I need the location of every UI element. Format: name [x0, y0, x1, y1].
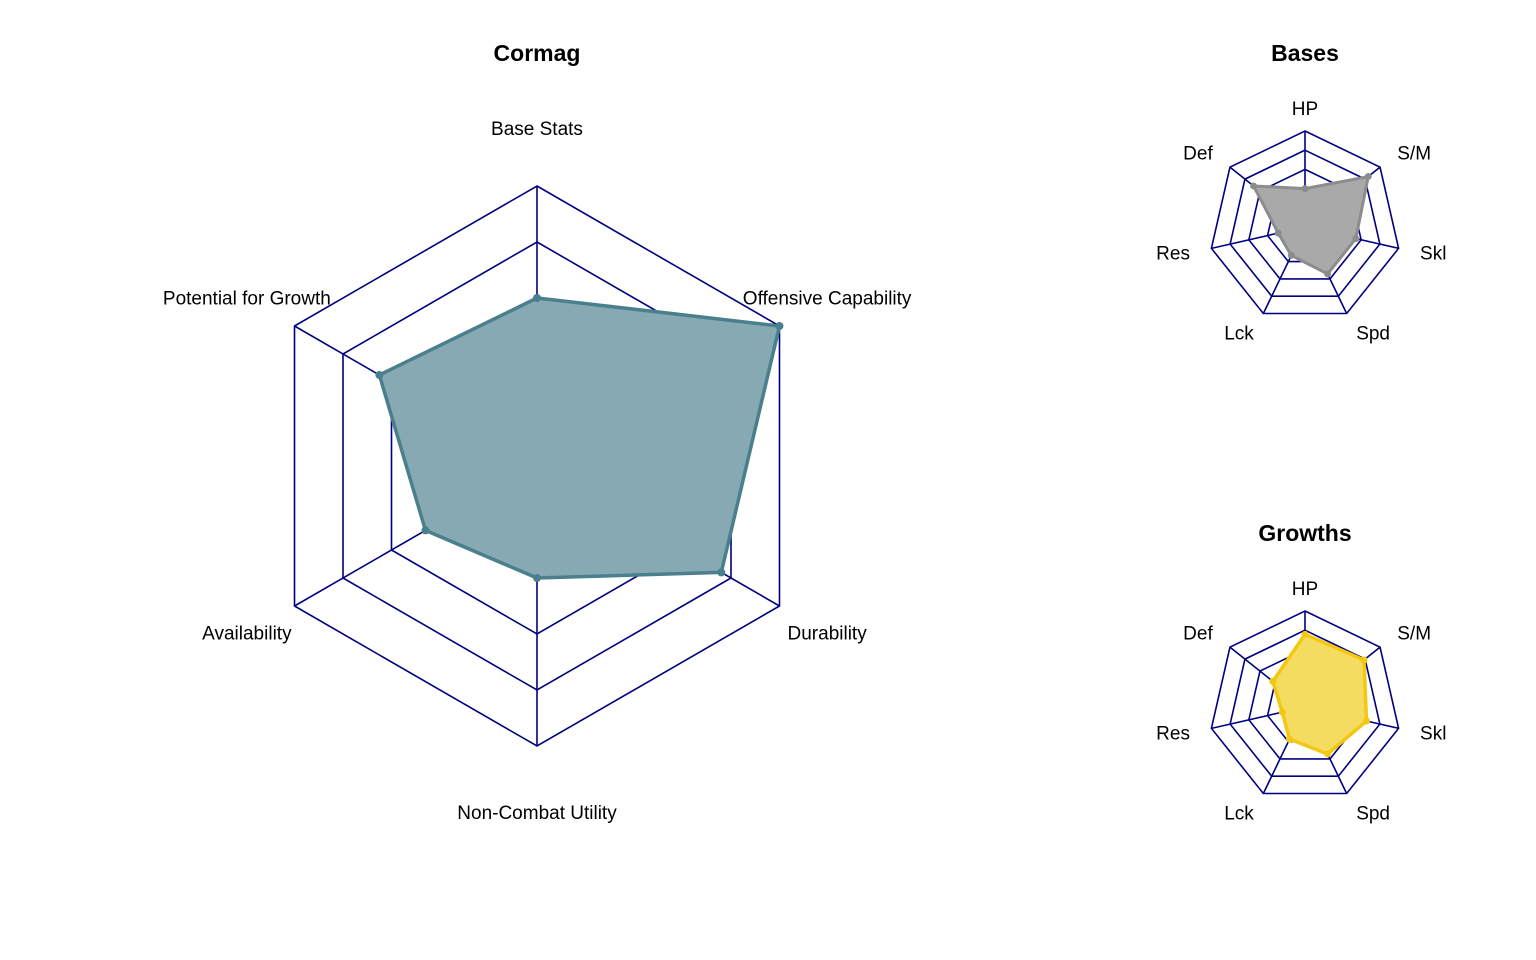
grid-ring-4	[1229, 149, 1381, 297]
data-point-res	[1274, 229, 1282, 237]
data-point-availability	[421, 526, 430, 535]
chart-title: Cormag	[494, 40, 581, 66]
data-layer	[375, 294, 784, 582]
data-point-hp	[1301, 630, 1309, 638]
data-point-non-combat-utility	[533, 574, 541, 582]
chart-title: Bases	[1271, 40, 1339, 66]
label-layer: HP S/M Skl Spd Lck Res Def	[1156, 99, 1446, 344]
data-point-hp	[1301, 185, 1309, 193]
data-layer	[1269, 630, 1371, 758]
grid-ring-4	[1229, 629, 1381, 777]
axis-label-non-combat-utility: Non-Combat Utility	[457, 803, 617, 824]
axis-label-lck: Lck	[1224, 803, 1254, 824]
label-layer: HP S/M Skl Spd Lck Res Def	[1156, 579, 1446, 824]
data-point-skl	[1352, 235, 1360, 243]
data-point-offensive-capability	[775, 322, 784, 330]
axis-label-s-m: S/M	[1397, 623, 1431, 644]
axis-label-res: Res	[1156, 723, 1190, 744]
data-point-s-m	[1360, 656, 1368, 664]
axis-label-lck: Lck	[1224, 323, 1254, 344]
axis-label-skl: Skl	[1420, 723, 1446, 744]
cormag-radar-chart: Cormag Base Stats Offensive Capability Dur…	[163, 40, 912, 824]
axis-label-def: Def	[1183, 623, 1213, 644]
axis-label-durability: Durability	[788, 624, 868, 645]
bases-radar-chart: Bases HP S/M Skl Spd Lck Res Def	[1156, 40, 1446, 344]
growths-radar-chart: Growths HP S/M Skl Spd Lck Res Def	[1156, 520, 1446, 824]
data-layer	[1250, 173, 1372, 278]
axis-label-potential-for-growth: Potential for Growth	[163, 289, 331, 310]
grid-ring-5	[1210, 610, 1400, 795]
axis-label-res: Res	[1156, 243, 1190, 264]
axis-label-def: Def	[1183, 143, 1213, 164]
chart-title: Growths	[1258, 520, 1351, 546]
grid-ring-5	[1210, 130, 1400, 315]
axis-label-spd: Spd	[1356, 803, 1390, 824]
data-point-def	[1250, 182, 1258, 190]
data-point-res	[1278, 708, 1286, 716]
axis-label-offensive-capability: Offensive Capability	[743, 289, 912, 310]
data-point-s-m	[1364, 173, 1372, 181]
axis-label-skl: Skl	[1420, 243, 1446, 264]
data-point-skl	[1363, 717, 1371, 725]
data-area	[1271, 632, 1369, 756]
data-point-spd	[1324, 270, 1332, 278]
data-point-spd	[1324, 750, 1332, 758]
data-area	[377, 296, 782, 580]
data-area	[1252, 175, 1370, 276]
axis-label-s-m: S/M	[1397, 143, 1431, 164]
axis-label-base-stats: Base Stats	[491, 119, 583, 140]
data-point-lck	[1286, 735, 1294, 743]
data-point-durability	[717, 568, 726, 577]
data-point-lck	[1287, 251, 1295, 259]
data-point-potential-for-growth	[375, 371, 384, 379]
data-point-base-stats	[533, 294, 541, 302]
axis-label-hp: HP	[1292, 579, 1318, 600]
label-layer: Base Stats Offensive Capability Durability…	[163, 119, 912, 824]
axis-label-hp: HP	[1292, 99, 1318, 120]
axis-label-spd: Spd	[1356, 323, 1390, 344]
axis-label-availability: Availability	[202, 624, 292, 645]
data-point-def	[1269, 677, 1277, 685]
